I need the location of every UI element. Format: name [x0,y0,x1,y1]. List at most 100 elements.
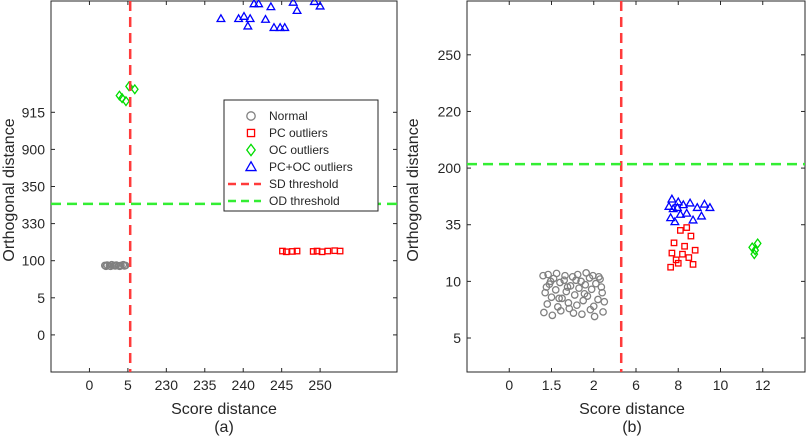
panel-a-point-pc-oc-outliers [253,0,264,8]
legend-symbol-oc-outliers [245,143,257,157]
panel-a-x-label: Score distance [171,401,277,418]
legend-label-pc-outliers: PC outliers [269,126,328,140]
panel-a-y-tick-label: 330 [22,216,46,232]
legend-symbol-pc-oc-outliers [244,160,258,172]
panel-b-point-normal [598,288,607,297]
panel-b-point-normal [561,271,569,280]
panel-b-x-tick-label: 6 [632,377,640,393]
panel-a-y-tick-label: 350 [22,179,46,195]
panel-b-point-pc-outliers [681,242,688,250]
panel-b-point-oc-outliers [750,248,759,260]
panel-b-point-normal [560,276,569,285]
panel-b-point-pc-outliers [670,239,678,247]
panel-b-point-normal [586,305,595,314]
panel-a-point-pc-oc-outliers [215,13,226,23]
panel-b-point-normal [582,269,590,277]
panel-a-y-tick-label: 900 [22,141,46,157]
panel-b-axes-box [466,0,806,373]
panel-a-point-pc-oc-outliers [275,22,286,32]
panel-b-point-normal [547,293,556,302]
panel-a-y-label: Orthogonal distance [1,118,18,261]
panel-b-point-normal [551,286,560,294]
panel-a: 0 5 100 330 350 900 915 0 5 230 235 240 245 250 Scor… [1,0,398,436]
panel-a-point-normal [102,262,110,271]
panel-a-point-pc-oc-outliers [249,0,259,8]
panel-a-point-pc-outliers [293,247,301,255]
panel-b-point-normal [539,271,547,280]
panel-b-point-normal [544,270,552,279]
panel-b-point-pc-outliers [674,259,682,267]
panel-a-x-tick-label: 5 [124,377,132,393]
panel-b-point-normal [542,283,551,291]
panel-b-point-normal [590,312,599,321]
panel-b-point-normal [589,271,597,280]
panel-a-point-pc-oc-outliers [239,11,249,20]
panel-a-point-pc-oc-outliers [265,1,276,11]
panel-a-point-oc-outliers [118,92,127,104]
panel-a-point-normal [115,262,124,271]
panel-a-y-tick-label: 100 [22,253,46,269]
panel-a-x-tick-label: 0 [86,377,94,393]
panel-b-point-normal [572,276,580,285]
panel-a-caption: (a) [214,419,234,436]
panel-b-point-normal [594,295,602,304]
panel-a-point-pc-oc-outliers [309,0,320,6]
panel-a-point-pc-oc-outliers [288,0,299,6]
panel-b-point-normal [552,269,561,278]
panel-b-point-pc-oc-outliers [663,201,674,210]
panel-b-y-tick-label: 250 [438,47,462,63]
panel-b-point-pc-oc-outliers [685,197,696,207]
panel-a-point-pc-oc-outliers [242,20,253,30]
panel-b-point-normal [570,291,579,299]
panel-b-x-tick-label: 12 [755,377,771,393]
panel-a-point-pc-oc-outliers [279,22,290,32]
legend-symbol-pc-outliers [246,128,256,138]
panel-b-point-normal [540,308,548,317]
panel-b-point-normal [563,283,572,291]
panel-b-point-pc-oc-outliers [699,199,710,208]
panel-b-x-tick-label: 2 [590,377,598,393]
panel-a-point-normal [111,262,120,270]
panel-a-point-normal [120,262,129,270]
panel-b-point-pc-outliers [668,249,676,257]
panel-b-point-pc-outliers [689,261,697,268]
panel-b-point-normal [578,310,586,319]
panel-b-point-normal [581,280,590,289]
panel-a-point-pc-oc-outliers [245,13,256,23]
panel-b-x-tick-label: 0 [505,377,513,393]
legend-label-normal: Normal [269,109,308,123]
panel-b-point-normal [592,279,600,288]
legend-label-od-threshold: OD threshold [269,194,340,208]
panel-b-point-pc-oc-outliers [704,202,715,212]
panel-a-x-tick-label: 250 [308,377,332,393]
panel-b-point-pc-oc-outliers [681,208,692,217]
panel-a-y-tick-label: 5 [37,290,45,306]
panel-a-point-oc-outliers [121,95,130,107]
panel-b-x-tick-label: 8 [674,377,682,393]
panel-b-point-pc-oc-outliers [688,214,698,224]
panel-b-point-pc-oc-outliers [696,210,707,220]
panel-a-point-pc-oc-outliers [315,0,326,10]
panel-b-point-pc-outliers [667,263,675,271]
panel-b-point-normal [548,311,557,320]
panel-a-x-tick-label: 230 [155,377,179,393]
panel-b-y-label: Orthogonal distance [405,118,422,261]
panel-a-point-pc-outliers [279,247,286,255]
panel-b-point-normal [572,301,581,310]
panel-b-point-normal [555,294,563,303]
panel-b-x-label: Score distance [579,401,685,418]
panel-b-y-tick-label: 220 [438,103,462,119]
panel-b-point-normal [580,289,589,298]
panel-a-point-pc-outliers [336,247,344,255]
panel-b-point-pc-oc-outliers [669,216,680,226]
legend-label-oc-outliers: OC outliers [269,143,329,157]
legend: Normal PC outliers OC outliers PC+OC out… [223,99,379,212]
panel-b-point-pc-oc-outliers [673,196,684,206]
panel-b-point-oc-outliers [751,244,760,256]
panel-b-point-pc-outliers [679,250,686,258]
legend-label-sd-threshold: SD threshold [269,177,338,191]
panel-b-point-normal [569,309,578,317]
panel-b-point-pc-outliers [683,224,691,231]
panel-b-y-tick-label: 10 [445,273,461,289]
